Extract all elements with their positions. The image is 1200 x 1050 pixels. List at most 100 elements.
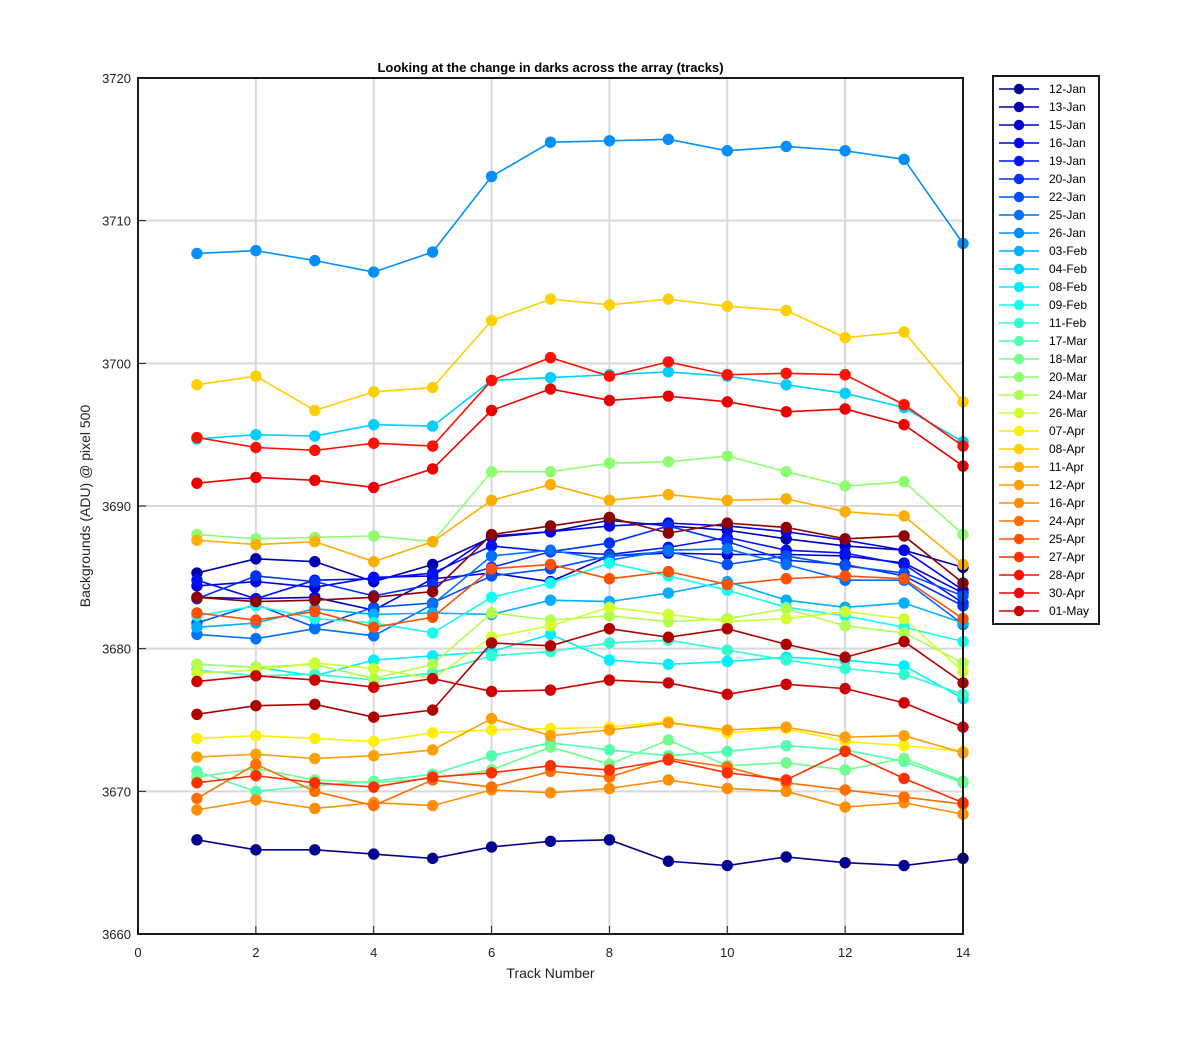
series-26-Jan [191, 133, 969, 278]
data-point [662, 366, 675, 378]
series-line [196, 388, 964, 489]
data-point [544, 478, 557, 491]
data-point [839, 506, 851, 518]
data-point [250, 794, 262, 806]
legend-item: 24-Apr [999, 514, 1085, 528]
data-point [250, 670, 262, 682]
data-point [662, 390, 675, 402]
legend-label: 15-Jan [1049, 118, 1086, 132]
series-line [196, 563, 964, 629]
legend-label: 11-Feb [1049, 316, 1086, 330]
data-point [898, 729, 910, 742]
data-point [250, 748, 262, 760]
data-point [721, 782, 733, 795]
data-point [426, 744, 439, 756]
data-point [839, 547, 851, 559]
data-point [721, 767, 733, 779]
data-point [250, 370, 262, 382]
data-point [839, 731, 851, 743]
data-point [309, 555, 321, 568]
legend-label: 25-Apr [1049, 532, 1085, 546]
data-point [544, 684, 557, 696]
data-point [191, 751, 203, 763]
legend-item: 01-May [999, 604, 1089, 618]
data-point [839, 369, 851, 381]
data-point [898, 772, 910, 785]
data-point [780, 613, 792, 625]
data-point [426, 463, 439, 475]
data-point [191, 708, 203, 720]
data-point [662, 356, 675, 368]
data-point [603, 764, 616, 776]
legend-box [992, 75, 1100, 625]
data-point [898, 613, 910, 625]
data-point [721, 724, 733, 736]
data-point [662, 587, 675, 599]
data-point [426, 627, 439, 639]
data-point [780, 140, 792, 153]
legend-swatch-marker [1013, 191, 1025, 203]
data-point [426, 440, 439, 452]
legend-label: 24-Apr [1049, 514, 1085, 528]
data-point [721, 300, 733, 312]
y-tick-label: 3690 [102, 499, 131, 514]
data-point [309, 404, 321, 417]
legend-label: 11-Apr [1049, 460, 1084, 474]
legend-swatch-marker [1013, 173, 1025, 185]
data-point [309, 430, 321, 442]
legend-item: 04-Feb [999, 262, 1087, 276]
legend-label: 18-Mar [1049, 352, 1087, 366]
legend-swatch-marker [1013, 209, 1025, 221]
data-point [839, 570, 851, 582]
series-line [196, 516, 964, 603]
data-point [662, 527, 675, 539]
legend-item: 08-Feb [999, 280, 1087, 294]
data-point [780, 493, 792, 505]
legend-swatch-marker [1013, 605, 1025, 617]
data-point [191, 804, 203, 816]
data-point [250, 769, 262, 782]
data-point [780, 654, 792, 666]
series-line [196, 839, 964, 867]
data-point [898, 510, 910, 522]
data-point [309, 535, 321, 548]
legend-item: 13-Jan [999, 100, 1086, 114]
data-point [780, 466, 792, 478]
data-point [839, 682, 851, 695]
legend-item: 25-Apr [999, 532, 1085, 546]
legend-swatch-marker [1013, 497, 1025, 509]
legend: 12-Jan 13-Jan 15-Jan 16-Jan 19-Jan 20-Jan 22-J… [992, 75, 1100, 625]
data-point [662, 565, 675, 578]
data-point [721, 745, 733, 758]
legend-swatch-marker [1013, 155, 1025, 167]
data-point [485, 170, 498, 183]
x-tick-label: 8 [606, 945, 613, 960]
data-point [485, 591, 498, 604]
data-point [603, 394, 616, 407]
legend-swatch-marker [1013, 227, 1025, 239]
data-point [485, 528, 498, 541]
legend-item: 28-Apr [999, 568, 1085, 582]
legend-swatch-marker [1013, 587, 1025, 599]
data-point [368, 386, 380, 398]
data-point [426, 704, 439, 716]
series-line [196, 550, 964, 629]
data-point [368, 591, 380, 604]
data-point [721, 859, 733, 872]
data-point [898, 530, 910, 542]
legend-label: 19-Jan [1049, 154, 1086, 168]
data-point [485, 404, 498, 417]
legend-swatch-marker [1013, 281, 1025, 293]
axis-ticks: 0 2 4 6 8 10 12 14 3660 3670 3680 3690 3700 3710 3720 [102, 71, 970, 960]
x-tick-label: 14 [956, 945, 970, 960]
data-point [544, 558, 557, 571]
data-point [780, 678, 792, 691]
data-point [544, 351, 557, 364]
data-point [485, 781, 498, 793]
data-point [721, 543, 733, 555]
legend-item: 26-Jan [999, 226, 1086, 240]
data-point [780, 406, 792, 418]
data-point [250, 700, 262, 712]
data-point [721, 644, 733, 656]
legend-item: 07-Apr [999, 424, 1085, 438]
